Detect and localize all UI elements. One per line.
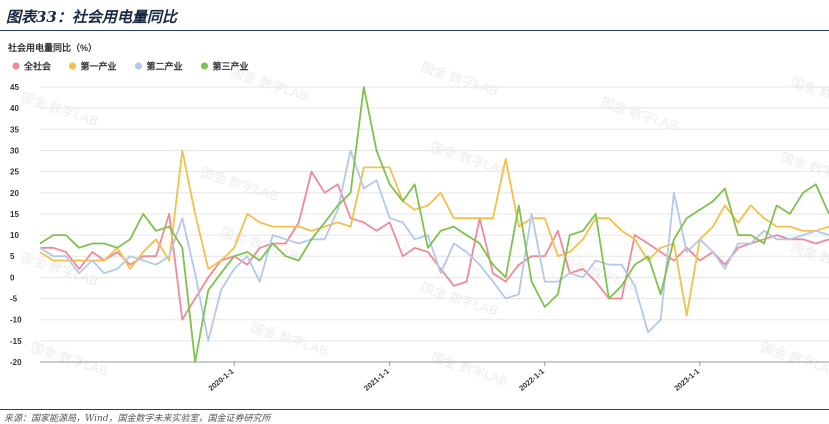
figure-title: 图表33：社会用电量同比 <box>6 8 177 26</box>
watermark-text: 国金 数字LAB <box>779 150 829 189</box>
x-tick-label: 2021-1-1 <box>362 367 391 393</box>
legend-marker <box>134 62 143 70</box>
y-tick-label: 5 <box>10 252 15 261</box>
line-chart: 国金 数字LAB 国金 数字LAB 国金 数字LAB 国金 数字LAB 国金 数字LAB… <box>7 42 829 393</box>
watermark-text: 国金 数字LAB <box>419 60 500 99</box>
watermark-text: 国金 数字LAB <box>249 320 330 359</box>
series-line-第三产业 <box>39 86 829 363</box>
watermark-text: 国金 数字LAB <box>429 350 510 389</box>
header-divider <box>0 30 829 31</box>
y-tick-label: 15 <box>10 210 19 219</box>
legend-marker <box>68 62 77 70</box>
y-tick-label: -10 <box>10 316 22 325</box>
y-tick-label: 45 <box>10 83 19 92</box>
watermark-text: 国金 数字LAB <box>789 240 829 279</box>
y-tick-label: 0 <box>10 273 15 282</box>
legend-label: 第一产业 <box>81 61 117 72</box>
y-tick-label: 40 <box>10 104 19 113</box>
y-tick-label: 25 <box>10 168 19 177</box>
x-tick-label: 2020-1-1 <box>207 367 236 393</box>
report-header: 图表33：社会用电量同比 <box>0 0 829 31</box>
y-tick-label: -15 <box>10 337 22 346</box>
x-tick-label: 2023-1-1 <box>672 367 701 393</box>
y-tick-label: -5 <box>10 295 18 304</box>
y-axis-ticks: -20 -15 -10 -5 0 5 10 15 20 25 30 35 40 45 <box>10 83 22 367</box>
legend-label: 第二产业 <box>147 61 183 72</box>
legend-marker <box>200 62 209 70</box>
series-line-第二产业 <box>39 149 829 342</box>
legend-marker <box>12 62 20 70</box>
watermark-text: 国金 数字LAB <box>19 90 100 129</box>
watermark-text: 国金 数字LAB <box>29 340 110 379</box>
legend: 全社会 第一产业 第二产业 第三产业 <box>12 61 249 72</box>
watermark-text: 国金 数字LAB <box>759 340 829 379</box>
y-tick-label: 30 <box>10 146 19 155</box>
y-tick-label: 10 <box>10 231 19 240</box>
watermark-text: 国金 数字LAB <box>419 280 500 319</box>
footer-divider <box>0 409 829 410</box>
watermark-text: 国金 数字LAB <box>599 95 680 134</box>
y-tick-label: 35 <box>10 125 19 134</box>
watermark-text: 国金 数字LAB <box>429 140 510 179</box>
gridlines <box>40 86 829 363</box>
y-axis-label: 社会用电量同比（%） <box>7 42 97 53</box>
y-tick-label: 20 <box>10 189 19 198</box>
legend-label: 第三产业 <box>213 61 249 72</box>
watermark-layer: 国金 数字LAB 国金 数字LAB 国金 数字LAB 国金 数字LAB 国金 数字LAB… <box>19 60 829 389</box>
watermark-text: 国金 数字LAB <box>199 165 280 204</box>
y-tick-label: -20 <box>10 358 22 367</box>
legend-label: 全社会 <box>23 61 52 72</box>
series-line-第一产业 <box>39 149 829 317</box>
x-tick-label: 2022-1-1 <box>517 367 546 393</box>
series-lines <box>39 86 829 363</box>
